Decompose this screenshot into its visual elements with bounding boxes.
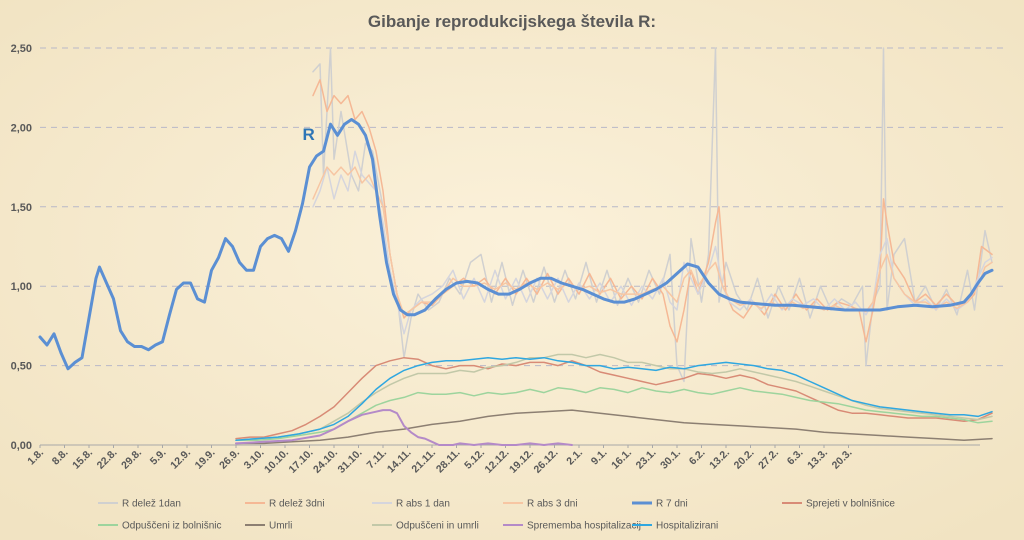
legend-label: Hospitalizirani <box>656 521 718 532</box>
series-line-r-abs-1-dan <box>312 150 993 335</box>
legend-label: R abs 3 dni <box>527 499 578 510</box>
series-lines <box>38 47 994 446</box>
y-tick-label: 2,50 <box>11 43 32 55</box>
y-tick-label: 0,50 <box>11 361 32 373</box>
series-line-sprememba-hospitalizacij <box>235 409 573 446</box>
series-line-hospitalizirani <box>235 356 993 441</box>
series-line-r-7-dni <box>38 118 994 371</box>
series-line-odpuščeni-in-umrli <box>235 353 993 441</box>
legend-label: Odpuščeni in umrli <box>396 521 479 532</box>
legend: R delež 1dan R delež 3dni R abs 1 dan R abs… <box>98 499 895 532</box>
y-tick-label: 0,00 <box>11 440 32 452</box>
series-line-r-delež-1dan <box>312 47 993 383</box>
legend-label: R delež 3dni <box>269 499 325 510</box>
series-line-umrli <box>235 409 993 445</box>
legend-label: Sprejeti v bolnišnice <box>806 499 895 510</box>
legend-label: Odpuščeni iz bolnišnic <box>122 521 222 532</box>
y-tick-label: 1,50 <box>11 202 32 214</box>
legend-label: Umrli <box>269 521 292 532</box>
series-line-odpuščeni-iz-bolnišnic <box>235 387 993 441</box>
annotation-label: R <box>303 125 315 144</box>
legend-label: R abs 1 dan <box>396 499 450 510</box>
y-tick-label: 1,00 <box>11 281 32 293</box>
series-line-sprejeti-v-bolnišnice <box>235 356 993 440</box>
legend-label: Sprememba hospitalizacij <box>527 521 641 532</box>
legend-label: R delež 1dan <box>122 499 181 510</box>
chart-title: Gibanje reprodukcijskega števila R: <box>368 12 656 31</box>
annotations: R <box>303 125 315 144</box>
y-tick-label: 2,00 <box>11 122 32 134</box>
legend-label: R 7 dni <box>656 499 688 510</box>
y-axis-tick-labels: 0,00 0,50 1,00 1,50 2,00 2,50 <box>11 43 32 452</box>
